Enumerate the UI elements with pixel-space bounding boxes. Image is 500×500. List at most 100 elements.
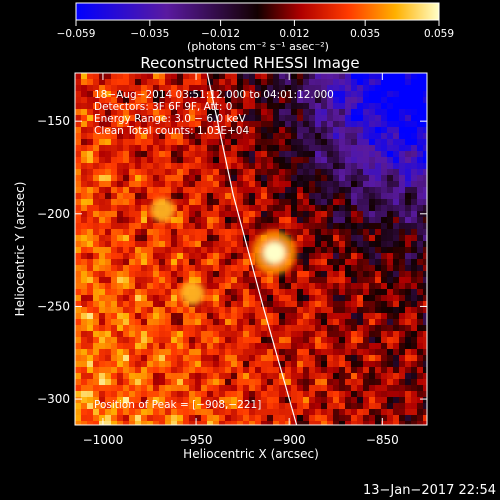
heatmap-cell — [129, 85, 136, 92]
heatmap-cell — [177, 277, 184, 284]
heatmap-cell — [159, 325, 166, 332]
heatmap-cell — [123, 91, 130, 98]
heatmap-cell — [123, 295, 130, 302]
heatmap-cell — [93, 133, 100, 140]
heatmap-cell — [165, 169, 172, 176]
heatmap-cell — [393, 247, 400, 254]
heatmap-cell — [369, 217, 376, 224]
heatmap-cell — [171, 283, 178, 290]
heatmap-cell — [297, 235, 304, 242]
heatmap-cell — [387, 343, 394, 350]
heatmap-cell — [165, 307, 172, 314]
heatmap-cell — [81, 241, 88, 248]
heatmap-cell — [339, 265, 346, 272]
heatmap-cell — [147, 151, 154, 158]
heatmap-cell — [201, 169, 208, 176]
heatmap-cell — [423, 151, 427, 158]
heatmap-cell — [405, 337, 412, 344]
heatmap-cell — [237, 283, 244, 290]
heatmap-cell — [201, 379, 208, 386]
heatmap-cell — [285, 175, 292, 182]
heatmap-cell — [75, 109, 82, 116]
heatmap-cell — [111, 259, 118, 266]
heatmap-cell — [117, 409, 124, 416]
x-tick-label: −1000 — [83, 433, 124, 447]
heatmap-cell — [279, 289, 286, 296]
heatmap-cell — [81, 325, 88, 332]
colorbar-tick-label: −0.059 — [57, 28, 96, 40]
heatmap-cell — [411, 73, 418, 80]
heatmap-cell — [279, 109, 286, 116]
heatmap-cell — [147, 175, 154, 182]
heatmap-cell — [315, 271, 322, 278]
heatmap-cell — [315, 361, 322, 368]
heatmap-cell — [399, 127, 406, 134]
heatmap-cell — [105, 109, 112, 116]
heatmap-cell — [111, 385, 118, 392]
heatmap-cell — [405, 217, 412, 224]
heatmap-cell — [351, 367, 358, 374]
heatmap-cell — [231, 277, 238, 284]
heatmap-cell — [267, 283, 274, 290]
heatmap-cell — [219, 379, 226, 386]
heatmap-cell — [177, 163, 184, 170]
heatmap-cell — [183, 331, 190, 338]
heatmap-cell — [153, 283, 160, 290]
heatmap-cell — [219, 187, 226, 194]
heatmap-cell — [309, 283, 316, 290]
heatmap-cell — [171, 295, 178, 302]
heatmap-cell — [105, 247, 112, 254]
heatmap-cell — [303, 325, 310, 332]
heatmap-cell — [249, 103, 256, 110]
heatmap-cell — [147, 385, 154, 392]
heatmap-cell — [147, 103, 154, 110]
heatmap-cell — [315, 355, 322, 362]
heatmap-cell — [99, 307, 106, 314]
heatmap-cell — [171, 187, 178, 194]
heatmap-cell — [261, 409, 268, 416]
heatmap-cell — [129, 97, 136, 104]
heatmap-cell — [123, 397, 130, 404]
heatmap-cell — [393, 415, 400, 422]
heatmap-cell — [381, 73, 388, 80]
heatmap-cell — [231, 325, 238, 332]
heatmap-cell — [405, 307, 412, 314]
heatmap-cell — [405, 289, 412, 296]
heatmap-cell — [183, 367, 190, 374]
heatmap-cell — [321, 85, 328, 92]
heatmap-cell — [333, 133, 340, 140]
heatmap-cell — [381, 415, 388, 422]
heatmap-cell — [363, 121, 370, 128]
heatmap-cell — [417, 175, 424, 182]
heatmap-cell — [273, 217, 280, 224]
heatmap-cell — [237, 397, 244, 404]
heatmap-cell — [303, 385, 310, 392]
heatmap-cell — [75, 169, 82, 176]
heatmap-cell — [393, 199, 400, 206]
heatmap-cell — [351, 415, 358, 422]
heatmap-cell — [213, 139, 220, 146]
heatmap-cell — [399, 367, 406, 374]
heatmap-cell — [243, 199, 250, 206]
heatmap-cell — [417, 265, 424, 272]
heatmap-cell — [159, 109, 166, 116]
heatmap-cell — [225, 355, 232, 362]
heatmap-cell — [219, 163, 226, 170]
heatmap-cell — [357, 73, 364, 80]
heatmap-cell — [243, 337, 250, 344]
heatmap-cell — [423, 247, 427, 254]
heatmap-cell — [165, 409, 172, 416]
heatmap-cell — [303, 175, 310, 182]
heatmap-cell — [81, 139, 88, 146]
heatmap-cell — [375, 307, 382, 314]
heatmap-cell — [129, 73, 136, 80]
heatmap-cell — [345, 283, 352, 290]
heatmap-cell — [129, 301, 136, 308]
heatmap-cell — [195, 259, 202, 266]
heatmap-cell — [309, 265, 316, 272]
heatmap-cell — [141, 325, 148, 332]
heatmap-cell — [225, 223, 232, 230]
heatmap-cell — [303, 319, 310, 326]
heatmap-cell — [135, 301, 142, 308]
heatmap-cell — [117, 337, 124, 344]
